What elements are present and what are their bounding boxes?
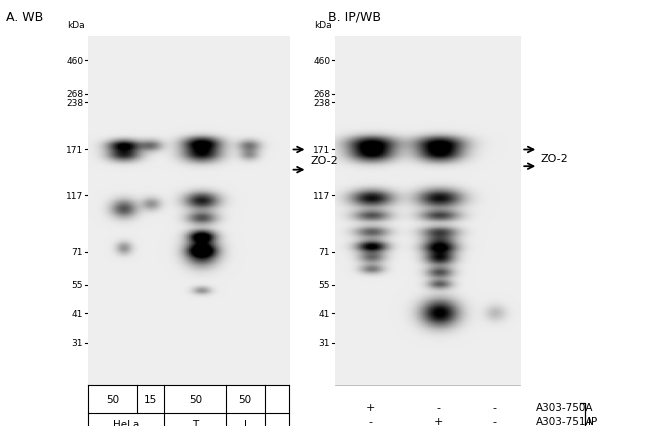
Text: A303-750A: A303-750A [536,402,593,412]
Text: 50: 50 [239,394,252,404]
Text: 238: 238 [313,98,330,107]
Text: T: T [192,419,199,426]
Text: 31: 31 [318,338,330,347]
Text: 171: 171 [313,146,330,155]
Text: ZO-2: ZO-2 [310,155,338,165]
Text: IP: IP [588,416,597,426]
Bar [335,38,520,386]
Text: ZO-2: ZO-2 [541,153,569,164]
Bar [88,38,289,386]
Text: A303-751A: A303-751A [536,416,594,426]
Text: 117: 117 [313,191,330,200]
Text: -: - [369,416,373,426]
Text: HeLa: HeLa [113,419,139,426]
Text: 50: 50 [106,394,119,404]
Text: 460: 460 [313,56,330,66]
Text: A. WB: A. WB [6,11,44,23]
Text: 171: 171 [66,146,83,155]
Text: 55: 55 [318,281,330,290]
Text: 50: 50 [189,394,202,404]
Text: 15: 15 [144,394,157,404]
Text: 31: 31 [72,338,83,347]
Text: 117: 117 [66,191,83,200]
Text: -: - [437,402,441,412]
Text: 238: 238 [66,98,83,107]
Text: J: J [243,419,246,426]
Text: B. IP/WB: B. IP/WB [328,11,382,23]
Text: 41: 41 [318,309,330,318]
Text: kDa: kDa [67,21,85,30]
Text: 55: 55 [72,281,83,290]
Text: -: - [492,416,496,426]
Text: 268: 268 [313,90,330,99]
Text: 71: 71 [72,248,83,257]
Text: 460: 460 [66,56,83,66]
Text: +: + [366,402,376,412]
Text: +: + [434,416,443,426]
Text: kDa: kDa [314,21,332,30]
Text: 268: 268 [66,90,83,99]
Text: 41: 41 [72,309,83,318]
Text: -: - [492,402,496,412]
Text: 71: 71 [318,248,330,257]
